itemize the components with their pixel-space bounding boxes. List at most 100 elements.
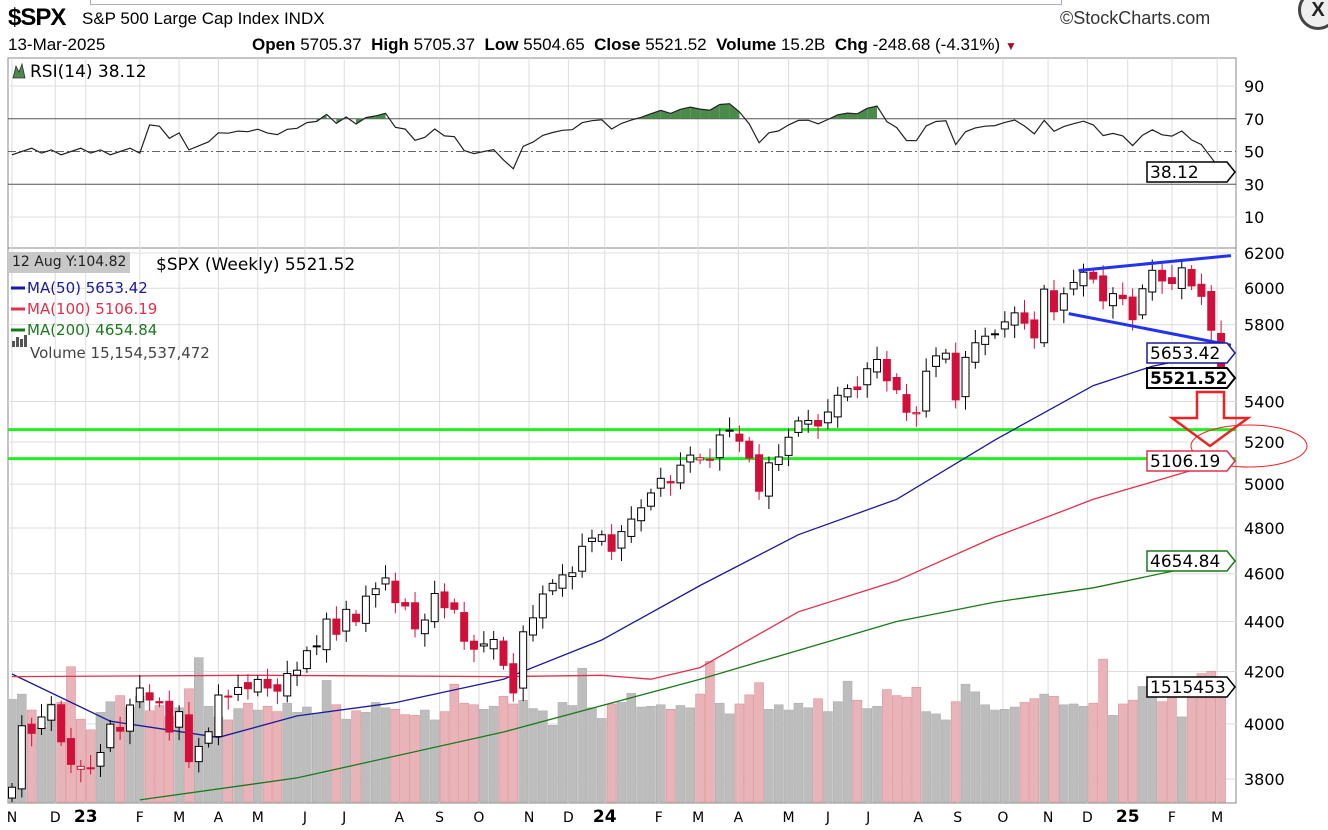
volume-bar <box>194 657 204 803</box>
volume-bar <box>26 709 37 803</box>
crosshair-tooltip: 12 Aug Y:104.82 <box>8 252 131 273</box>
candle-body <box>293 669 302 676</box>
volume-bar <box>331 704 342 803</box>
candle-body <box>214 694 223 738</box>
price-axis-label: 3800 <box>1244 770 1285 789</box>
candle-body <box>165 700 174 733</box>
x-axis-tick-label: A <box>395 810 405 826</box>
candle-body <box>764 462 773 497</box>
x-axis-tick-label: D <box>50 810 61 826</box>
ma-legend-2: MA(200) 4654.84 <box>27 321 157 339</box>
close-value: 5521.52 <box>645 35 707 54</box>
volume-bar <box>685 707 696 803</box>
low-label: Low <box>484 35 519 54</box>
candle-body <box>1010 312 1019 326</box>
candle-body <box>76 765 85 770</box>
candle-body <box>735 433 744 442</box>
volume-bar <box>1019 702 1030 803</box>
candle-body <box>381 577 390 585</box>
candle-body <box>204 731 213 744</box>
high-value: 5705.37 <box>413 35 476 54</box>
candle-body <box>1069 282 1078 290</box>
candle-body <box>125 704 134 732</box>
candle-body <box>1197 283 1206 297</box>
rsi-axis-label: 30 <box>1244 175 1264 194</box>
volume-bar <box>1078 705 1089 803</box>
x-axis-tick-label: F <box>1168 810 1176 826</box>
candle-body <box>96 751 105 767</box>
volume-bar <box>980 704 990 803</box>
volume-bar <box>842 680 853 803</box>
close-label: Close <box>594 35 641 54</box>
candle-body <box>312 645 321 648</box>
candle-body <box>519 631 528 689</box>
volume-value-tag: 1515453 <box>1150 678 1226 698</box>
candle-body <box>1059 293 1068 311</box>
x-axis-tick-label: J <box>865 810 870 826</box>
window-frame-fragment <box>90 0 1062 5</box>
volume-bar <box>420 709 430 803</box>
candle-body <box>322 618 331 651</box>
candle-body <box>440 591 449 609</box>
candle-body <box>774 456 783 465</box>
candle-body <box>784 436 793 456</box>
x-axis-tick-label: 23 <box>74 807 98 827</box>
x-axis-tick-label: A <box>214 810 224 826</box>
candle-body <box>1177 267 1186 289</box>
volume-bar <box>1009 706 1020 803</box>
candle-body <box>243 682 252 690</box>
chg-value: -248.68 (-4.31%) <box>872 35 1001 54</box>
volume-bar <box>931 713 941 803</box>
volume-bar <box>744 694 754 803</box>
volume-bar <box>1108 715 1118 803</box>
volume-bar <box>872 705 882 803</box>
candle-body <box>509 663 518 694</box>
candle-body <box>676 464 685 484</box>
price-axis-label: 5400 <box>1244 392 1285 411</box>
volume-bar <box>1137 686 1148 803</box>
candle-body <box>17 725 26 790</box>
x-axis-tick-label: M <box>692 810 704 826</box>
volume-bar <box>646 705 656 803</box>
chg-label: Chg <box>834 35 868 54</box>
candle-body <box>479 643 488 647</box>
volume-bar <box>321 680 332 803</box>
rsi-overbought-fill <box>700 109 710 119</box>
candle-body <box>794 420 803 433</box>
moving-average-line-ma200 <box>139 560 1222 801</box>
volume-bar <box>832 701 843 803</box>
rsi-overbought-fill <box>670 109 681 119</box>
volume-bar <box>882 689 892 803</box>
close-button[interactable]: X <box>1298 0 1328 30</box>
ma100-value-tag: 5106.19 <box>1150 452 1220 472</box>
candle-body <box>1167 277 1176 285</box>
volume-bar <box>361 712 371 803</box>
rsi-axis-label: 90 <box>1244 77 1264 96</box>
rsi-overbought-fill <box>650 110 661 119</box>
candle-body <box>833 394 842 418</box>
volume-bar <box>302 706 312 803</box>
rsi-indicator-icon <box>12 62 26 79</box>
x-axis-tick-label: A <box>914 810 924 826</box>
volume-bar <box>577 667 587 803</box>
rsi-axis-label: 50 <box>1244 143 1264 162</box>
candle-body <box>745 440 754 459</box>
volume-bar <box>1098 658 1108 803</box>
x-axis-tick-label: M <box>783 810 795 826</box>
x-axis-tick-label: 25 <box>1116 807 1140 827</box>
candle-body <box>578 545 587 572</box>
candle-body <box>1148 269 1157 293</box>
candle-body <box>66 738 75 765</box>
volume-bar <box>311 712 322 803</box>
volume-bar <box>135 696 145 803</box>
volume-bar <box>508 703 519 803</box>
volume-bar <box>773 704 784 803</box>
candle-body <box>1118 294 1127 300</box>
volume-bar <box>380 707 391 803</box>
rsi-value-tag-box <box>1146 161 1236 183</box>
candle-body <box>420 619 429 635</box>
volume-bar <box>488 705 499 803</box>
volume-bar <box>891 695 902 803</box>
volume-bar <box>823 711 833 803</box>
